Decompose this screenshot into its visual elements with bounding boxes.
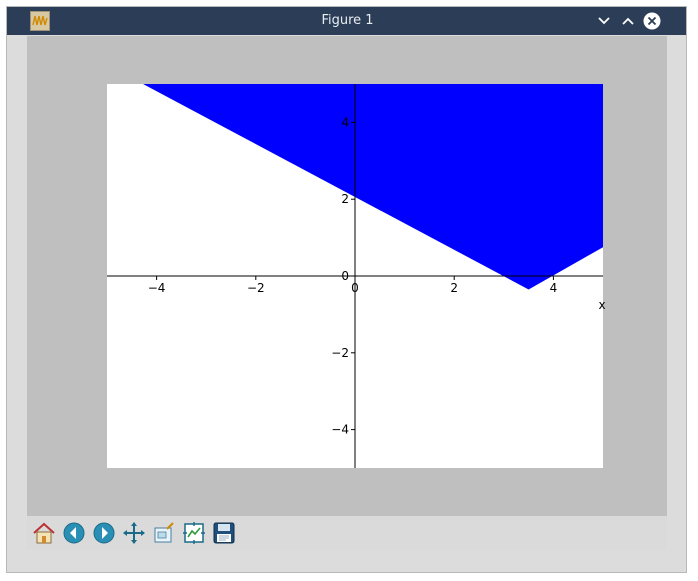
configure-subplots-icon bbox=[183, 522, 205, 544]
x-tick-label: −4 bbox=[148, 281, 166, 295]
x-tick-label: 4 bbox=[550, 281, 558, 295]
y-tick-label: 0 bbox=[341, 269, 349, 283]
x-axis-label: x bbox=[598, 298, 605, 312]
navigation-toolbar bbox=[27, 516, 667, 550]
x-tick-label: 0 bbox=[351, 281, 359, 295]
x-tick-label: 2 bbox=[450, 281, 458, 295]
window-title: Figure 1 bbox=[321, 13, 374, 28]
figure-canvas[interactable]: −4 −2 0 2 4 −4 −2 0 2 4 x bbox=[27, 36, 667, 516]
figure-window: Figure 1 −4 −2 0 2 4 −4 −2 0 2 4 x bbox=[6, 6, 687, 573]
chevron-down-icon bbox=[598, 17, 610, 25]
zoom-rect-icon bbox=[154, 522, 174, 543]
floppy-disk-icon bbox=[213, 522, 235, 544]
plot-svg: −4 −2 0 2 4 −4 −2 0 2 4 x bbox=[107, 84, 606, 468]
home-icon bbox=[33, 522, 55, 544]
y-tick-label: −4 bbox=[331, 423, 349, 437]
y-tick-label: 2 bbox=[341, 192, 349, 206]
y-tick-label: −2 bbox=[331, 346, 349, 360]
zoom-button[interactable] bbox=[151, 520, 177, 546]
save-button[interactable] bbox=[211, 520, 237, 546]
home-button[interactable] bbox=[31, 520, 57, 546]
back-button[interactable] bbox=[61, 520, 87, 546]
arrow-right-icon bbox=[93, 522, 115, 544]
matplotlib-wave-icon bbox=[30, 11, 50, 31]
y-tick-label: 4 bbox=[341, 115, 349, 129]
forward-button[interactable] bbox=[91, 520, 117, 546]
subplots-button[interactable] bbox=[181, 520, 207, 546]
close-icon bbox=[643, 12, 661, 30]
x-tick-label: −2 bbox=[247, 281, 265, 295]
minimize-button[interactable] bbox=[595, 12, 613, 30]
titlebar[interactable]: Figure 1 bbox=[7, 7, 686, 35]
close-button[interactable] bbox=[643, 12, 661, 30]
chevron-up-icon bbox=[622, 17, 634, 25]
move-arrows-icon bbox=[123, 522, 145, 544]
arrow-left-icon bbox=[63, 522, 85, 544]
pan-button[interactable] bbox=[121, 520, 147, 546]
maximize-button[interactable] bbox=[619, 12, 637, 30]
